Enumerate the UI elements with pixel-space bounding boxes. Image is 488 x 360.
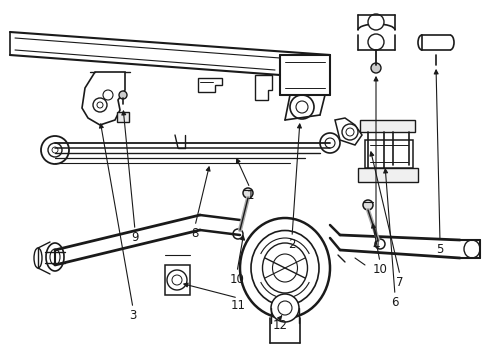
- Circle shape: [243, 188, 252, 198]
- Circle shape: [41, 136, 69, 164]
- Bar: [117, 112, 129, 122]
- Circle shape: [278, 301, 291, 315]
- Text: 1: 1: [246, 189, 253, 202]
- Circle shape: [367, 14, 383, 30]
- Ellipse shape: [262, 243, 307, 293]
- Polygon shape: [334, 118, 361, 145]
- Text: 9: 9: [131, 231, 139, 244]
- Circle shape: [232, 229, 243, 239]
- Circle shape: [167, 270, 186, 290]
- Circle shape: [346, 128, 353, 136]
- Circle shape: [97, 102, 103, 108]
- Ellipse shape: [463, 240, 479, 258]
- Polygon shape: [254, 75, 271, 100]
- Polygon shape: [198, 78, 222, 92]
- Bar: [364, 140, 412, 168]
- Text: 11: 11: [230, 299, 245, 312]
- Bar: [359, 120, 414, 132]
- Circle shape: [295, 101, 307, 113]
- Text: 8: 8: [191, 227, 198, 240]
- Text: 6: 6: [390, 296, 398, 309]
- Ellipse shape: [46, 243, 64, 271]
- Text: 2: 2: [287, 238, 295, 251]
- Circle shape: [370, 63, 380, 73]
- Circle shape: [48, 143, 62, 157]
- Circle shape: [367, 34, 383, 50]
- Ellipse shape: [250, 230, 318, 306]
- Circle shape: [325, 138, 334, 148]
- Circle shape: [52, 147, 58, 153]
- Ellipse shape: [50, 249, 60, 265]
- Bar: [357, 168, 417, 182]
- Circle shape: [93, 98, 107, 112]
- Circle shape: [119, 91, 127, 99]
- Text: 10: 10: [372, 263, 386, 276]
- Text: 10: 10: [229, 273, 244, 286]
- Circle shape: [270, 294, 298, 322]
- Circle shape: [341, 124, 357, 140]
- Ellipse shape: [240, 218, 329, 318]
- Circle shape: [374, 239, 384, 249]
- Text: 12: 12: [272, 319, 287, 332]
- Polygon shape: [82, 72, 125, 125]
- Text: 7: 7: [395, 276, 403, 289]
- Ellipse shape: [34, 248, 42, 268]
- Circle shape: [289, 95, 313, 119]
- Ellipse shape: [272, 254, 297, 282]
- Text: 5: 5: [435, 243, 443, 256]
- Circle shape: [103, 90, 113, 100]
- Bar: [164, 265, 190, 295]
- Circle shape: [319, 133, 339, 153]
- Text: 4: 4: [371, 239, 379, 252]
- Circle shape: [362, 200, 372, 210]
- Circle shape: [172, 275, 182, 285]
- Text: 3: 3: [129, 309, 137, 322]
